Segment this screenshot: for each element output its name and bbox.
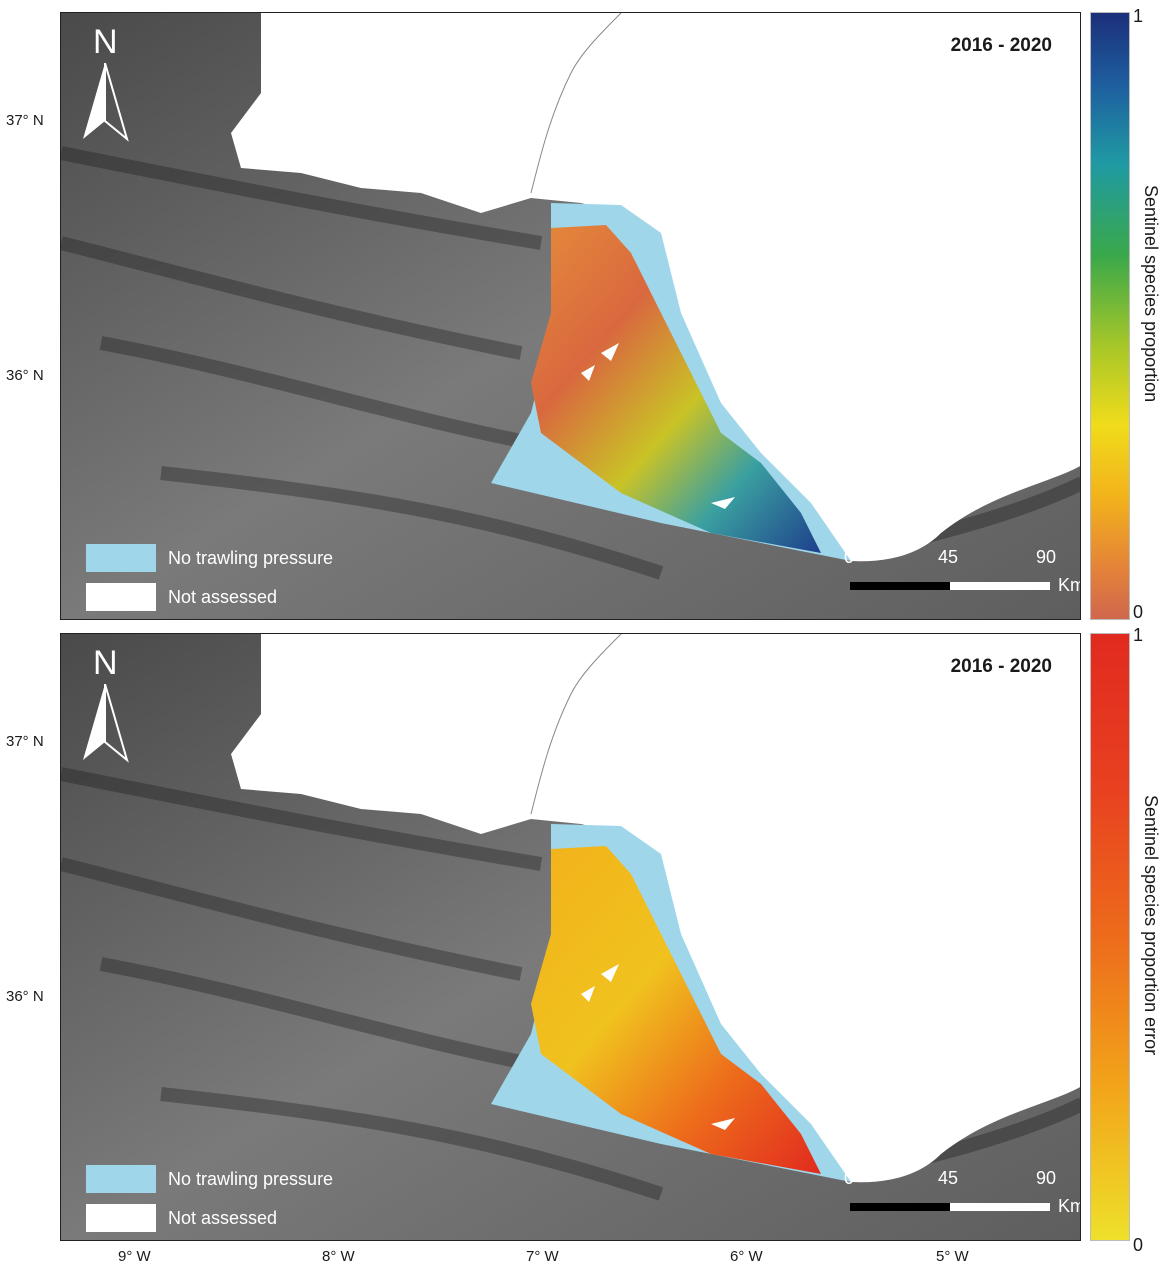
not-assessed-cells: [581, 343, 735, 509]
longitude-label: 7° W: [526, 1248, 559, 1265]
map-canvas: [61, 634, 1080, 1240]
colorbar-max-label: 1: [1133, 6, 1144, 26]
colorbar-error: [1090, 633, 1130, 1241]
legend-swatch-no-trawl: [86, 544, 156, 572]
legend-label: No trawling pressure: [168, 1168, 334, 1189]
not-assessed-cells: [581, 964, 735, 1130]
map-panel-error: 2016 - 2020 N No trawling pressure Not a…: [60, 633, 1081, 1241]
period-label: 2016 - 2020: [950, 35, 1052, 56]
scale-tick: 0: [844, 547, 855, 567]
north-letter: N: [93, 23, 118, 61]
scale-tick: 90: [1036, 1168, 1057, 1188]
legend: No trawling pressure Not assessed: [86, 543, 333, 619]
map-canvas: [61, 13, 1080, 619]
scale-bar: 0 45 90 Km: [820, 1168, 1080, 1228]
north-arrow: N: [81, 644, 129, 764]
legend-item-no-trawl: No trawling pressure: [86, 1164, 333, 1194]
scale-unit: Km: [1058, 575, 1080, 595]
land-area: [231, 634, 1080, 1183]
error-cells: [531, 846, 821, 1174]
colorbar-title: Sentinel species proportion: [1141, 185, 1161, 403]
legend-label: Not assessed: [168, 586, 278, 607]
legend-swatch-not-assessed: [86, 1204, 156, 1232]
legend-item-not-assessed: Not assessed: [86, 1203, 333, 1233]
colorbar-max-label: 1: [1133, 625, 1144, 645]
scale-tick: 0: [844, 1168, 855, 1188]
scale-unit: Km: [1058, 1196, 1080, 1216]
legend-label: No trawling pressure: [168, 547, 334, 568]
period-label: 2016 - 2020: [950, 656, 1052, 677]
latitude-label: 37° N: [6, 733, 44, 750]
north-arrow: N: [81, 23, 129, 143]
scale-bar-white: [950, 582, 1050, 590]
latitude-label: 36° N: [6, 367, 44, 384]
colorbar-title: Sentinel species proportion error: [1141, 795, 1161, 1056]
scale-tick: 90: [1036, 547, 1057, 567]
scale-tick: 45: [938, 547, 959, 567]
scale-bar-black: [850, 1203, 950, 1211]
land-area: [231, 13, 1080, 562]
north-arrow-icon: [83, 684, 129, 763]
longitude-label: 5° W: [936, 1248, 969, 1265]
scale-bar-black: [850, 582, 950, 590]
colorbar-proportion: [1090, 12, 1130, 620]
scale-bar: 0 45 90 Km: [820, 547, 1080, 607]
longitude-label: 6° W: [730, 1248, 763, 1265]
colorbar-min-label: 0: [1133, 602, 1144, 622]
scale-tick: 45: [938, 1168, 959, 1188]
colorbar-min-label: 0: [1133, 1235, 1144, 1255]
latitude-label: 37° N: [6, 112, 44, 129]
map-panel-proportion: 2016 - 2020 N No trawling pressure Not a…: [60, 12, 1081, 620]
legend-swatch-no-trawl: [86, 1165, 156, 1193]
legend-item-not-assessed: Not assessed: [86, 582, 333, 612]
seabed-ridges: [61, 146, 1080, 580]
longitude-label: 8° W: [322, 1248, 355, 1265]
legend-item-no-trawl: No trawling pressure: [86, 543, 333, 573]
legend: No trawling pressure Not assessed: [86, 1164, 333, 1240]
north-arrow-icon: [83, 63, 129, 142]
longitude-label: 9° W: [118, 1248, 151, 1265]
proportion-cells: [531, 225, 821, 553]
north-letter: N: [93, 644, 118, 682]
latitude-label: 36° N: [6, 988, 44, 1005]
legend-label: Not assessed: [168, 1207, 278, 1228]
scale-bar-white: [950, 1203, 1050, 1211]
legend-swatch-not-assessed: [86, 583, 156, 611]
